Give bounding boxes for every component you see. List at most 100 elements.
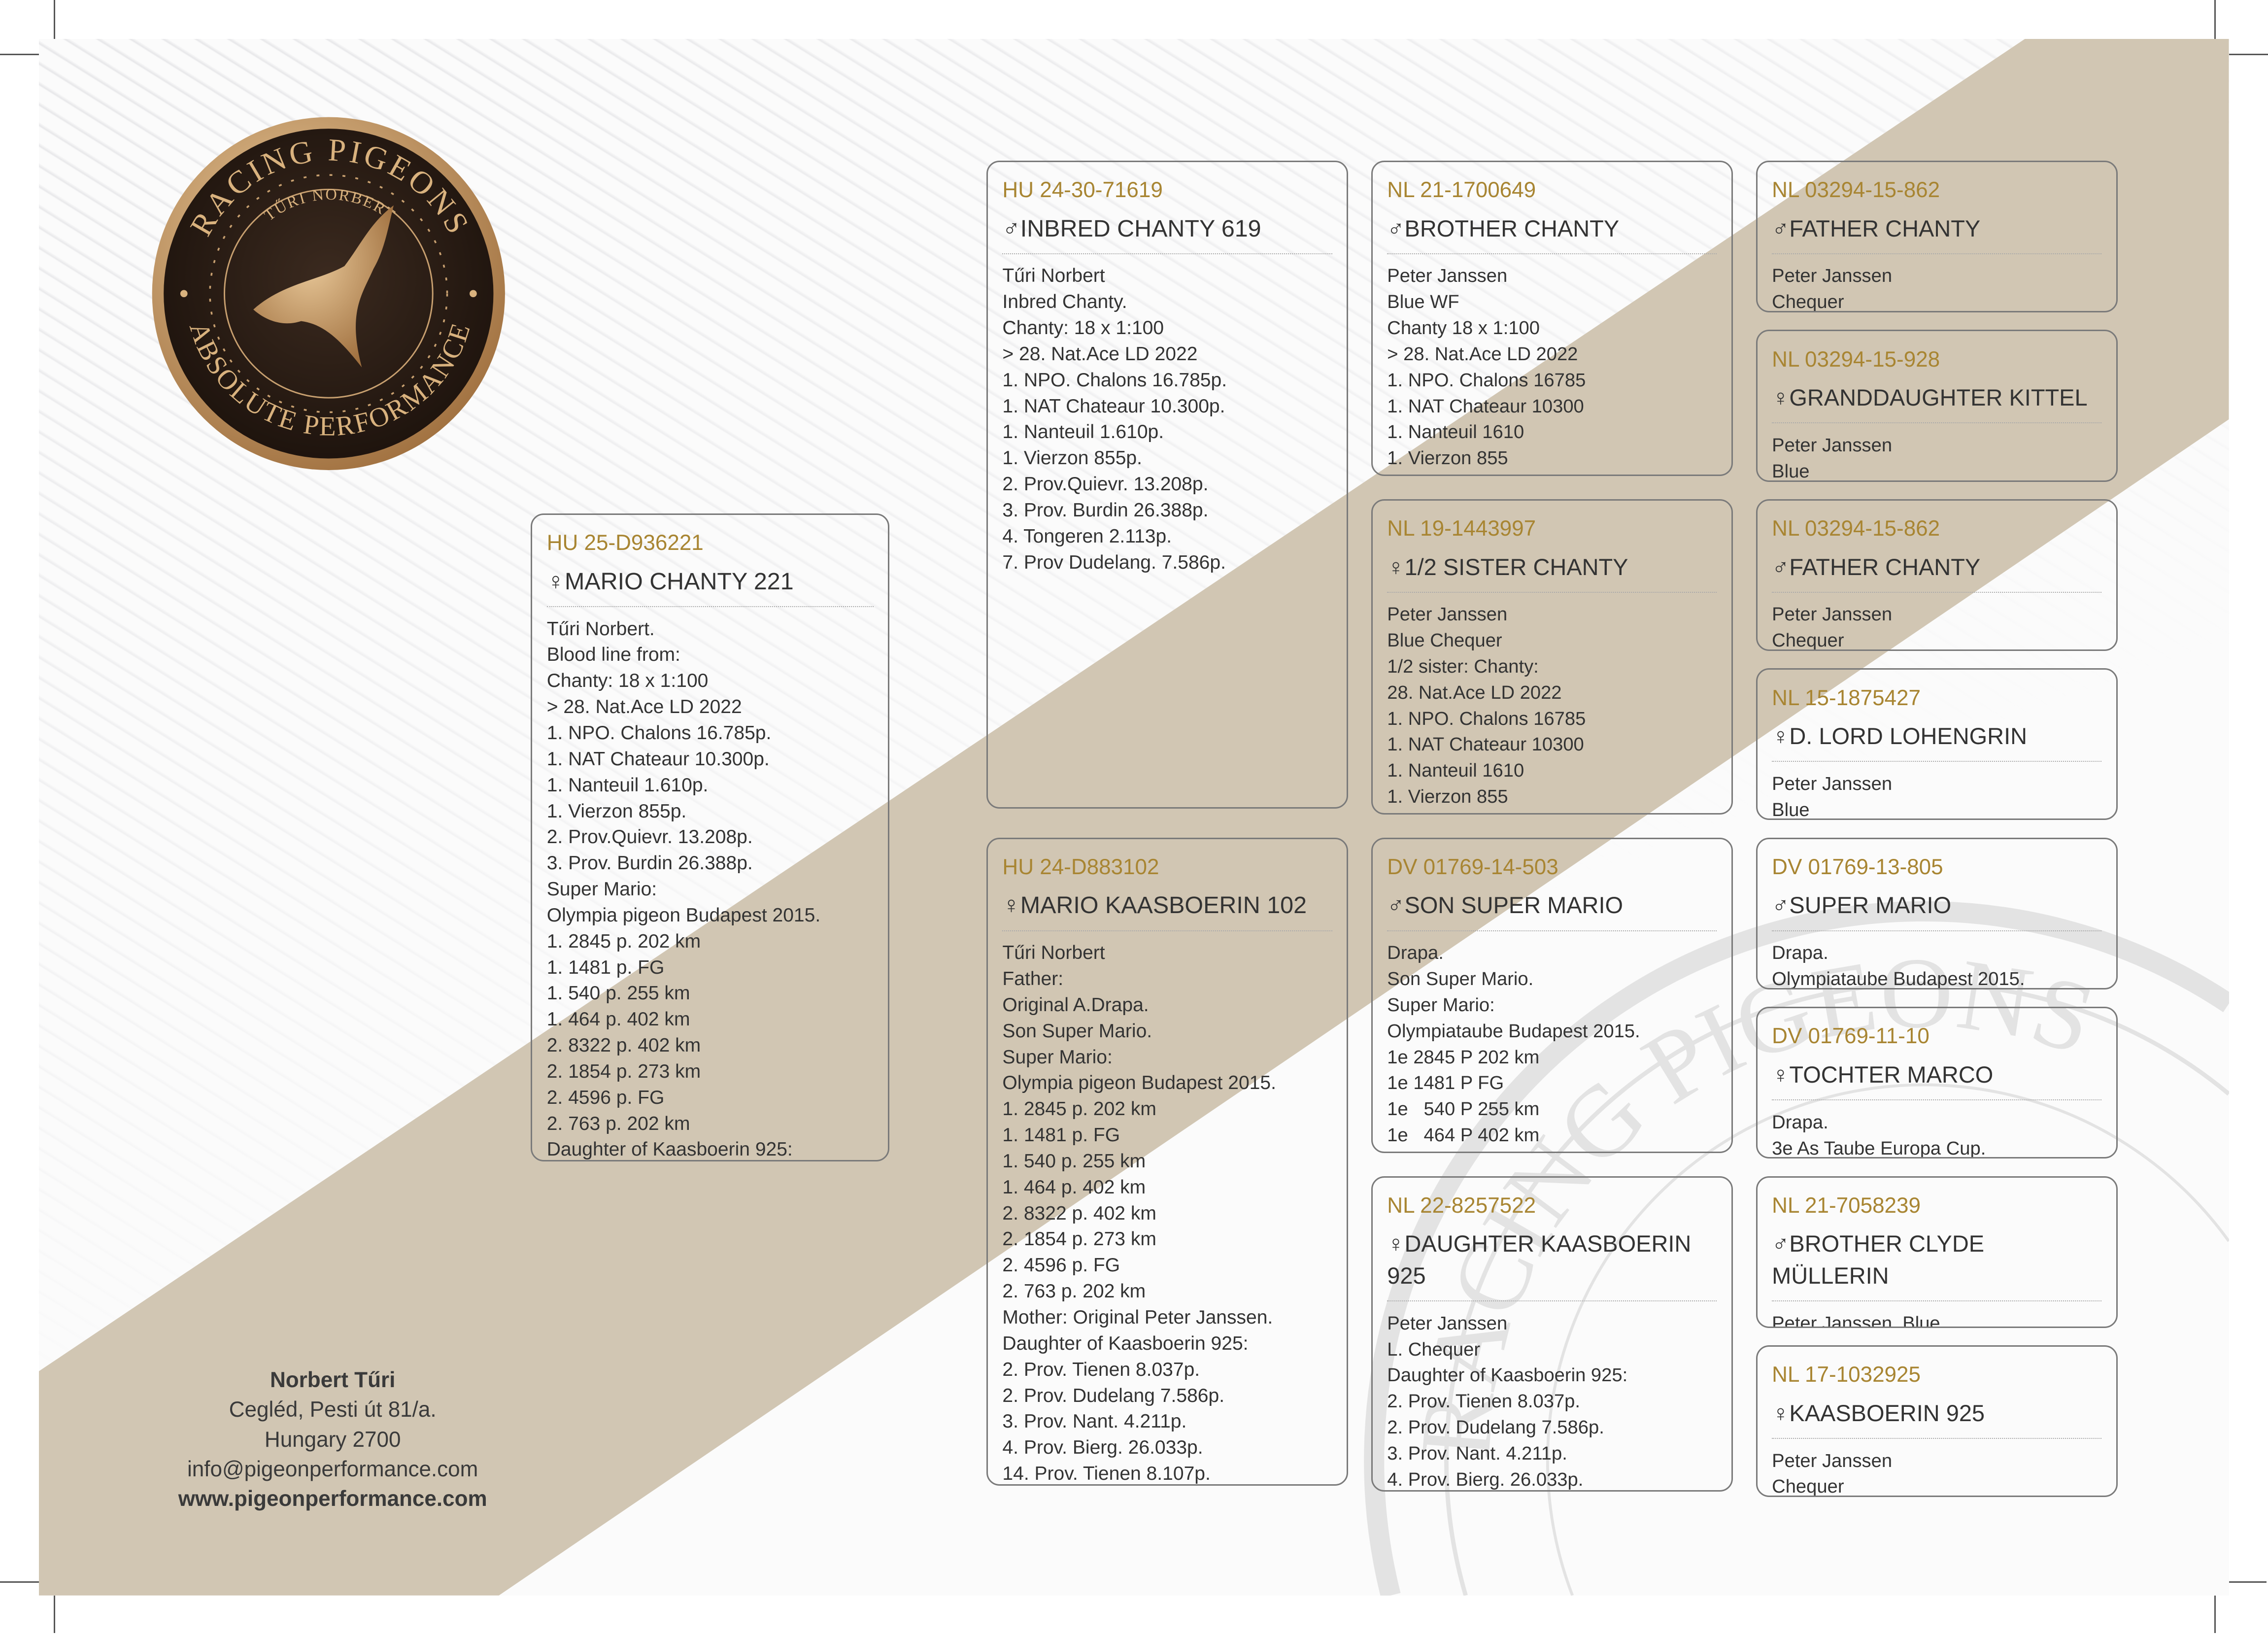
detail-line: Peter Janssen (1387, 265, 1508, 287)
pigeon-name-text: MARIO CHANTY 221 (565, 568, 794, 595)
male-symbol-icon: ♂ (1772, 1230, 1790, 1257)
ring-number: NL 21-7058239 (1772, 1193, 1921, 1218)
pigeon-card: NL 21-7058239 ♂BROTHER CLYDE MÜLLERIN Pe… (1756, 1176, 2118, 1328)
detail-line: 2. Prov. Dudelang 7.586p. (1387, 1417, 1604, 1438)
pigeon-name-text: 1/2 SISTER CHANTY (1404, 553, 1628, 580)
pigeon-details: Tűri Norbert. Blood line from: Chanty: 18 … (546, 616, 880, 1160)
detail-line: Chequer (1772, 291, 1844, 313)
detail-line: 3. Prov. Burdin 26.388p. (1002, 499, 1209, 521)
dotted-divider (1772, 761, 2102, 762)
detail-line: Tűri Norbert (1002, 942, 1105, 964)
pigeon-name-text: MARIO KAASBOERIN 102 (1020, 892, 1307, 919)
pigeon-card: NL 03294-15-862 ♂FATHER CHANTY Peter Jan… (1756, 499, 2118, 651)
ring-number: HU 24-30-71619 (1002, 178, 1163, 203)
detail-line: 3e As Taube Europa Cup. (1772, 1137, 1986, 1159)
detail-line: Peter Janssen (1772, 434, 1893, 456)
male-symbol-icon: ♂ (1772, 215, 1790, 241)
detail-line: 1/2 sister: Chanty: (1387, 655, 1539, 677)
male-symbol-icon: ♂ (1387, 892, 1405, 919)
detail-line: Super Mario: (1002, 1046, 1113, 1068)
ring-number: HU 24-D883102 (1002, 854, 1159, 879)
pigeon-name: ♂SON SUPER MARIO (1387, 889, 1717, 921)
detail-line: 1. NPO. Chalons 16.785p. (1002, 369, 1227, 391)
detail-line: 2. Prov. Dudelang 7.586p. (1002, 1385, 1225, 1406)
ring-number: DV 01769-13-805 (1772, 854, 1943, 879)
detail-line: Daughter of Kaasboerin 925: (546, 1139, 793, 1160)
detail-line: Olympiataube Budapest 2015. (1772, 968, 2025, 989)
detail-line: Peter Janssen (1772, 604, 1893, 625)
detail-line: Peter Janssen (1772, 1450, 1893, 1471)
pigeon-details: Peter Janssen Blue (1772, 433, 2107, 480)
detail-line: 1. 540 p. 255 km (1002, 1150, 1146, 1172)
detail-line: Father: (1002, 968, 1064, 990)
pigeon-name-text: TOCHTER MARCO (1789, 1061, 1994, 1088)
dotted-divider (1772, 591, 2102, 593)
pigeon-card: NL 19-1443997 ♀1/2 SISTER CHANTY Peter J… (1371, 499, 1733, 815)
detail-line: Tűri Norbert. (546, 618, 655, 640)
female-symbol-icon: ♀ (546, 568, 565, 595)
pigeon-name-text: GRANDDAUGHTER KITTEL (1789, 384, 2088, 411)
detail-line: Son Super Mario. (1387, 968, 1534, 990)
contact-email[interactable]: info@pigeonperformance.com (187, 1457, 478, 1481)
detail-line: 3. Prov. Nant. 4.211p. (1002, 1411, 1187, 1432)
detail-line: 2. 4596 p. FG (1002, 1255, 1120, 1276)
detail-line: Peter Janssen (1387, 1312, 1508, 1334)
detail-line: 1. 540 p. 255 km (546, 983, 690, 1004)
pigeon-details: Peter Janssen Chequer (1772, 602, 2107, 649)
contact-address: Cegléd, Pesti út 81/a. (229, 1397, 437, 1422)
detail-line: Peter Janssen (1387, 604, 1508, 625)
dotted-divider (546, 606, 874, 608)
ring-number: HU 25-D936221 (546, 531, 704, 555)
pigeon-details: Drapa. Son Super Mario. Super Mario: Olympi… (1387, 940, 1723, 1149)
detail-line: 2. Prov.Quievr. 13.208p. (1002, 474, 1209, 495)
male-symbol-icon: ♂ (1772, 892, 1790, 919)
detail-line: 1. 2845 p. 202 km (1002, 1098, 1156, 1120)
detail-line: 1. Vierzon 855p. (1002, 447, 1142, 469)
detail-line: Drapa. (1387, 942, 1444, 964)
detail-line: 3. Prov. Burdin 26.388p. (546, 852, 753, 874)
detail-line: 1. 464 p. 402 km (546, 1009, 690, 1030)
page-background: RACING PIGEONS (39, 39, 2229, 1596)
detail-line: > 28. Nat.Ace LD 2022 (1387, 343, 1578, 365)
crop-mark (2229, 1581, 2267, 1583)
dotted-divider (1387, 591, 1717, 593)
detail-line: 1. Vierzon 855p. (546, 800, 687, 822)
dotted-divider (1772, 1099, 2102, 1101)
background-shapes: RACING PIGEONS (39, 39, 2229, 1596)
pigeon-name-text: FATHER CHANTY (1789, 553, 1981, 580)
detail-line: Olympiataube Budapest 2015. (1387, 1020, 1640, 1042)
detail-line: Blue Chequer (1387, 630, 1502, 651)
detail-line: 1. NPO. Chalons 16.785p. (546, 722, 772, 744)
pigeon-name-text: D. LORD LOHENGRIN (1789, 722, 2028, 749)
female-symbol-icon: ♀ (1772, 722, 1790, 749)
detail-line: 2. 1854 p. 273 km (546, 1060, 701, 1082)
detail-line: Daughter of Kaasboerin 925: (1387, 1364, 1628, 1386)
pigeon-card: NL 15-1875427 ♀D. LORD LOHENGRIN Peter J… (1756, 668, 2118, 820)
pigeon-name-text: BROTHER CLYDE MÜLLERIN (1772, 1230, 1985, 1289)
dotted-divider (1387, 1300, 1717, 1302)
crop-mark (53, 1595, 55, 1634)
detail-line: 1e 464 P 402 km (1387, 1124, 1540, 1146)
pigeon-details: Peter Janssen Chequer (1772, 1448, 2107, 1496)
detail-line: 2. 763 p. 202 km (1002, 1281, 1146, 1302)
dotted-divider (1772, 1438, 2102, 1439)
male-symbol-icon: ♂ (1387, 215, 1405, 241)
detail-line: > 28. Nat.Ace LD 2022 (1002, 343, 1198, 365)
detail-line: 4. Prov. Bierg. 26.033p. (1387, 1468, 1584, 1490)
detail-line: 1. Nanteuil 1610 (1387, 421, 1524, 443)
detail-line: L. Chequer (1387, 1338, 1481, 1360)
pigeon-details: Tűri Norbert Father: Original A.Drapa. Son … (1002, 940, 1338, 1484)
detail-line: 2. 1854 p. 273 km (1002, 1228, 1156, 1250)
pigeon-name: ♂FATHER CHANTY (1772, 551, 2101, 583)
pigeon-name: ♀TOCHTER MARCO (1772, 1059, 2101, 1091)
ring-number: NL 17-1032925 (1772, 1362, 1921, 1387)
detail-line: 1e 1481 P FG (1387, 1072, 1504, 1094)
detail-line: 1. NPO. Chalons 16785 (1387, 708, 1586, 729)
detail-line: 1. NAT Chateaur 10.300p. (1002, 395, 1225, 417)
pigeon-details: Peter Janssen Chequer (1772, 263, 2107, 313)
detail-line: Peter Janssen (1772, 265, 1893, 287)
contact-website[interactable]: www.pigeonperformance.com (178, 1486, 487, 1511)
pigeon-name: ♂FATHER CHANTY (1772, 213, 2101, 245)
racing-pigeons-logo: RACING PIGEONS TŰRI NORBERT ABSOLUTE PER… (152, 117, 505, 471)
